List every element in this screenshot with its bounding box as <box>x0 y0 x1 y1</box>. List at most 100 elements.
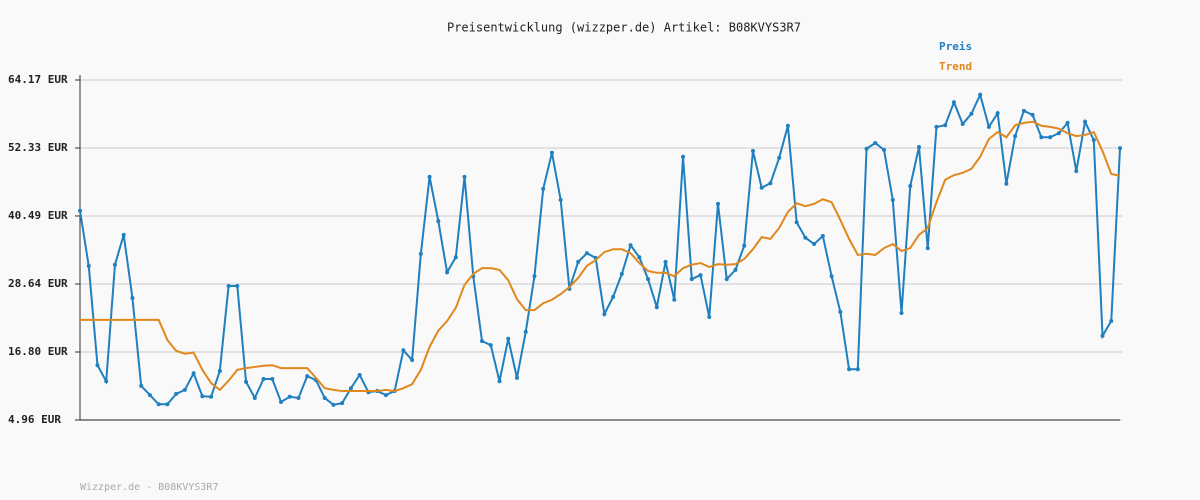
point <box>1030 112 1035 117</box>
point <box>733 267 738 272</box>
point <box>1118 146 1122 151</box>
point <box>383 393 388 398</box>
point <box>1091 138 1096 143</box>
point <box>943 123 948 128</box>
point <box>156 402 161 407</box>
point <box>978 92 983 97</box>
point <box>252 395 257 400</box>
point <box>768 181 773 186</box>
point <box>217 368 222 373</box>
point <box>270 377 275 382</box>
point <box>899 310 904 315</box>
point <box>882 147 887 152</box>
point <box>506 336 511 341</box>
legend-label: Preis <box>939 40 972 53</box>
point <box>305 374 310 379</box>
point <box>541 186 546 191</box>
point <box>139 383 144 388</box>
point <box>401 348 406 353</box>
point <box>514 375 519 380</box>
point <box>112 262 117 267</box>
point <box>279 399 284 404</box>
point <box>838 309 843 314</box>
point <box>663 259 668 264</box>
point <box>759 185 764 190</box>
point <box>209 394 214 399</box>
point <box>864 146 869 151</box>
point <box>549 150 554 155</box>
point <box>960 122 965 127</box>
point <box>576 259 581 264</box>
point <box>296 395 301 400</box>
y-tick-label: 52.33 EUR <box>8 141 68 154</box>
point <box>1048 135 1053 140</box>
y-tick-label: 28.64 EUR <box>8 277 68 290</box>
point <box>1100 333 1105 338</box>
point <box>986 124 991 129</box>
point <box>689 277 694 282</box>
point <box>436 219 441 224</box>
point <box>995 111 1000 116</box>
point <box>1083 119 1088 124</box>
point <box>812 242 817 247</box>
point <box>86 263 91 268</box>
point <box>951 100 956 105</box>
point <box>829 274 834 279</box>
point <box>235 283 240 288</box>
point <box>357 372 362 377</box>
point <box>200 394 205 399</box>
point <box>715 201 720 206</box>
point <box>611 294 616 299</box>
point <box>750 149 755 154</box>
point <box>322 395 327 400</box>
point <box>777 155 782 160</box>
point <box>916 145 921 150</box>
point <box>121 232 126 237</box>
point <box>418 251 423 256</box>
point <box>147 393 152 398</box>
point <box>628 243 633 248</box>
point <box>1039 135 1044 140</box>
point <box>681 154 686 159</box>
point <box>724 277 729 282</box>
chart-title: Preisentwicklung (wizzper.de) Artikel: B… <box>447 21 801 35</box>
point <box>820 234 825 239</box>
point <box>480 339 485 344</box>
y-tick-label: 4.96 EUR <box>8 413 61 426</box>
point <box>78 208 82 213</box>
point <box>1013 134 1018 139</box>
point <box>130 296 135 301</box>
point <box>427 174 432 179</box>
point <box>340 401 345 406</box>
point <box>462 174 467 179</box>
point <box>532 274 537 279</box>
point <box>1109 319 1114 324</box>
point <box>698 273 703 278</box>
line-preis <box>79 91 1121 406</box>
point <box>165 402 170 407</box>
point <box>934 124 939 129</box>
point <box>855 367 860 372</box>
point <box>191 371 196 376</box>
point <box>174 391 179 396</box>
point <box>707 314 712 319</box>
point <box>584 251 589 256</box>
point <box>654 305 659 310</box>
point <box>1065 120 1070 125</box>
point <box>182 387 187 392</box>
y-tick-label: 64.17 EUR <box>8 73 68 86</box>
point <box>1074 169 1079 174</box>
footer: Wizzper.de - B08KVYS3R7 <box>80 482 218 493</box>
point <box>1056 131 1061 136</box>
legend-label: Trend <box>939 60 972 73</box>
point <box>488 343 493 348</box>
line-trend <box>80 120 1121 393</box>
point <box>261 377 266 382</box>
point <box>803 235 808 240</box>
point <box>104 379 109 384</box>
point <box>410 358 415 363</box>
point <box>244 379 249 384</box>
point <box>785 123 790 128</box>
